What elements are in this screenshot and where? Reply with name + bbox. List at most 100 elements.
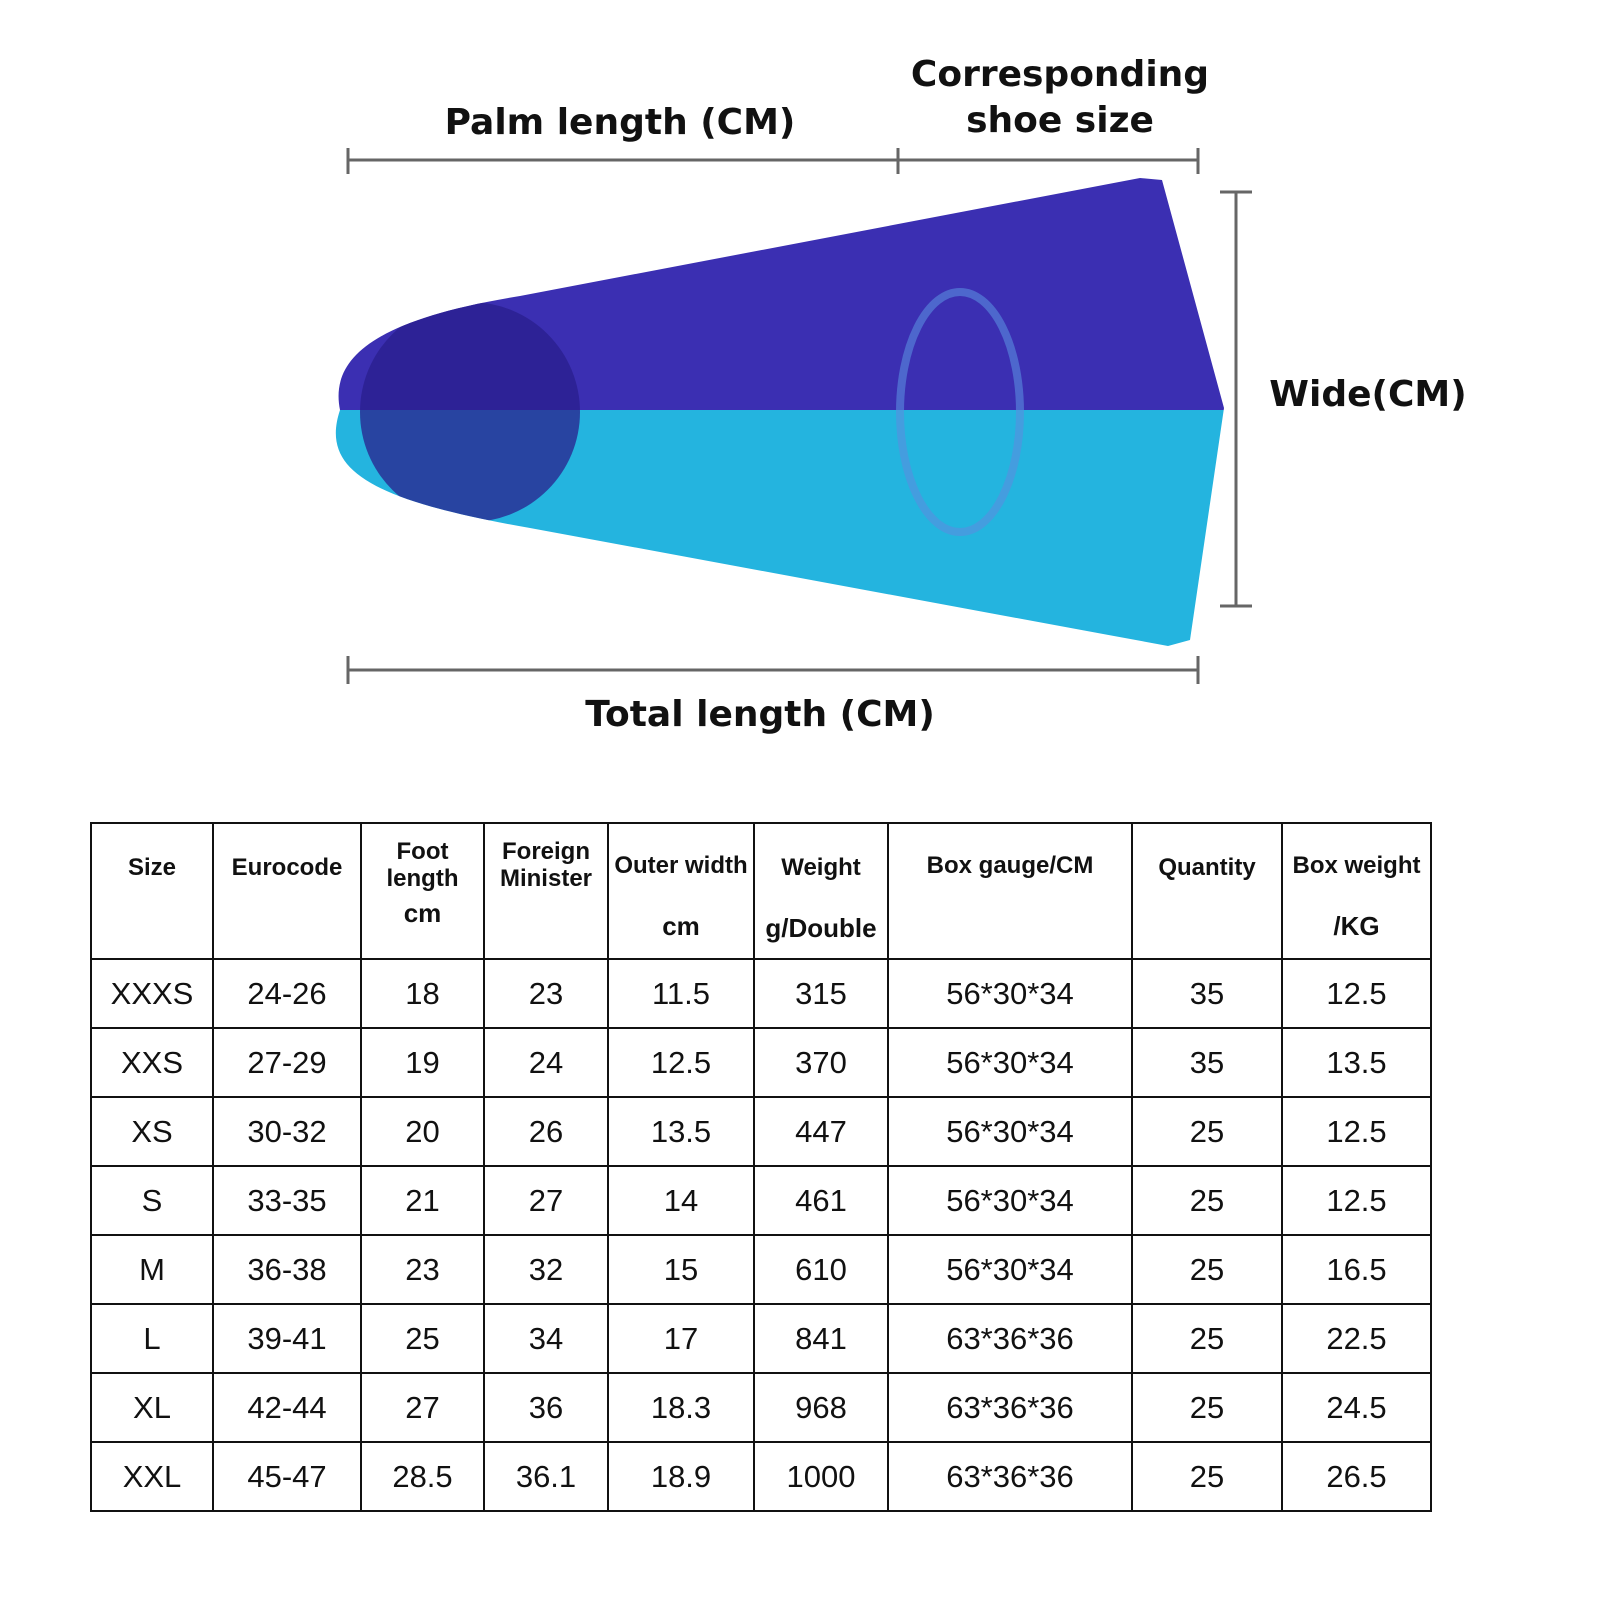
table-cell: 16.5 <box>1281 1234 1432 1305</box>
table-row: L 39-41 25 34 17 841 63*36*36 25 22.5 <box>90 1303 1432 1374</box>
table-cell: 25 <box>1131 1303 1283 1374</box>
size-chart-table: Size Eurocode Foot length cm Foreign Ministe… <box>90 822 1432 1512</box>
table-cell: 35 <box>1131 1027 1283 1098</box>
table-cell: 25 <box>1131 1441 1283 1512</box>
column-header: Outer width cm <box>607 822 755 960</box>
table-cell: 56*30*34 <box>887 1096 1133 1167</box>
total-length-label: Total length (CM) <box>585 694 935 735</box>
table-cell: 32 <box>483 1234 609 1305</box>
table-cell: 42-44 <box>212 1372 362 1443</box>
table-cell: 24.5 <box>1281 1372 1432 1443</box>
table-cell: 18.9 <box>607 1441 755 1512</box>
table-cell: 56*30*34 <box>887 1165 1133 1236</box>
column-header-label: Weight <box>781 854 861 881</box>
table-cell: 26 <box>483 1096 609 1167</box>
table-cell: 63*36*36 <box>887 1441 1133 1512</box>
table-cell: 25 <box>1131 1372 1283 1443</box>
table-cell: XL <box>90 1372 214 1443</box>
table-cell: 27 <box>360 1372 485 1443</box>
table-cell: 12.5 <box>1281 1165 1432 1236</box>
table-cell: 33-35 <box>212 1165 362 1236</box>
table-cell: 26.5 <box>1281 1441 1432 1512</box>
column-header: Size <box>90 822 214 960</box>
table-cell: 19 <box>360 1027 485 1098</box>
swim-fin-diagram <box>335 148 1252 684</box>
column-header: Eurocode <box>212 822 362 960</box>
table-row: XS 30-32 20 26 13.5 447 56*30*34 25 12.5 <box>90 1096 1432 1167</box>
table-cell: 45-47 <box>212 1441 362 1512</box>
table-cell: 13.5 <box>1281 1027 1432 1098</box>
table-cell: 841 <box>753 1303 889 1374</box>
table-cell: 447 <box>753 1096 889 1167</box>
table-cell: 25 <box>1131 1096 1283 1167</box>
table-cell: 21 <box>360 1165 485 1236</box>
column-header: Box weight/KG <box>1281 822 1432 960</box>
table-cell: 36 <box>483 1372 609 1443</box>
table-cell: XXS <box>90 1027 214 1098</box>
column-header: Weight g/Double <box>753 822 889 960</box>
column-header-unit: cm <box>403 898 442 928</box>
table-cell: 22.5 <box>1281 1303 1432 1374</box>
table-cell: XXXS <box>90 958 214 1029</box>
table-cell: 461 <box>753 1165 889 1236</box>
table-row: S 33-35 21 27 14 461 56*30*34 25 12.5 <box>90 1165 1432 1236</box>
table-cell: 24-26 <box>212 958 362 1029</box>
column-header-unit: /KG <box>1333 911 1380 941</box>
table-cell: 63*36*36 <box>887 1372 1133 1443</box>
table-cell: 18.3 <box>607 1372 755 1443</box>
table-row: XXL 45-47 28.5 36.1 18.9 1000 63*36*36 25 26.5 <box>90 1441 1432 1512</box>
table-cell: 370 <box>753 1027 889 1098</box>
table-cell: 56*30*34 <box>887 958 1133 1029</box>
table-cell: 23 <box>360 1234 485 1305</box>
shoe-size-label: Corresponding shoe size <box>900 52 1220 144</box>
dimension-lines <box>346 148 1252 684</box>
table-cell: 27-29 <box>212 1027 362 1098</box>
table-cell: XXL <box>90 1441 214 1512</box>
shoe-size-label-line1: Corresponding <box>910 54 1210 95</box>
column-header-unit: cm <box>662 911 700 941</box>
table-cell: 15 <box>607 1234 755 1305</box>
table-cell: 39-41 <box>212 1303 362 1374</box>
table-cell: M <box>90 1234 214 1305</box>
fin-image <box>335 178 1224 646</box>
shoe-size-label-line2: shoe size <box>966 100 1154 141</box>
table-cell: 30-32 <box>212 1096 362 1167</box>
table-cell: 315 <box>753 958 889 1029</box>
table-cell: 56*30*34 <box>887 1027 1133 1098</box>
table-cell: 28.5 <box>360 1441 485 1512</box>
column-header-unit: g/Double <box>765 913 877 943</box>
table-cell: 25 <box>360 1303 485 1374</box>
table-header-row: Size Eurocode Foot length cm Foreign Ministe… <box>90 822 1432 960</box>
table-cell: XS <box>90 1096 214 1167</box>
table-cell: 14 <box>607 1165 755 1236</box>
column-header: Quantity <box>1131 822 1283 960</box>
column-header-label: Size <box>127 854 177 881</box>
table-cell: 56*30*34 <box>887 1234 1133 1305</box>
table-cell: 27 <box>483 1165 609 1236</box>
table-cell: 610 <box>753 1234 889 1305</box>
table-row: XXXS 24-26 18 23 11.5 315 56*30*34 35 12.5 <box>90 958 1432 1029</box>
width-label: Wide(CM) <box>1269 374 1467 415</box>
table-cell: 12.5 <box>1281 1096 1432 1167</box>
column-header-label: Box weight <box>1292 852 1421 879</box>
table-cell: 25 <box>1131 1165 1283 1236</box>
column-header-label: Foreign Minister <box>499 838 592 892</box>
table-cell: S <box>90 1165 214 1236</box>
column-header: Foreign Minister <box>483 822 609 960</box>
column-header-label: Eurocode <box>231 854 343 881</box>
table-cell: 63*36*36 <box>887 1303 1133 1374</box>
table-cell: 11.5 <box>607 958 755 1029</box>
table-cell: 35 <box>1131 958 1283 1029</box>
column-header-label: Outer width <box>614 852 748 879</box>
column-header: Box gauge/CM <box>887 822 1133 960</box>
table-cell: 12.5 <box>1281 958 1432 1029</box>
table-cell: 25 <box>1131 1234 1283 1305</box>
table-row: XXS 27-29 19 24 12.5 370 56*30*34 35 13.5 <box>90 1027 1432 1098</box>
table-cell: 1000 <box>753 1441 889 1512</box>
table-cell: 20 <box>360 1096 485 1167</box>
palm-length-label: Palm length (CM) <box>444 102 796 143</box>
table-cell: 36.1 <box>483 1441 609 1512</box>
table-row: M 36-38 23 32 15 610 56*30*34 25 16.5 <box>90 1234 1432 1305</box>
table-cell: 36-38 <box>212 1234 362 1305</box>
column-header-label: Quantity <box>1158 854 1256 881</box>
